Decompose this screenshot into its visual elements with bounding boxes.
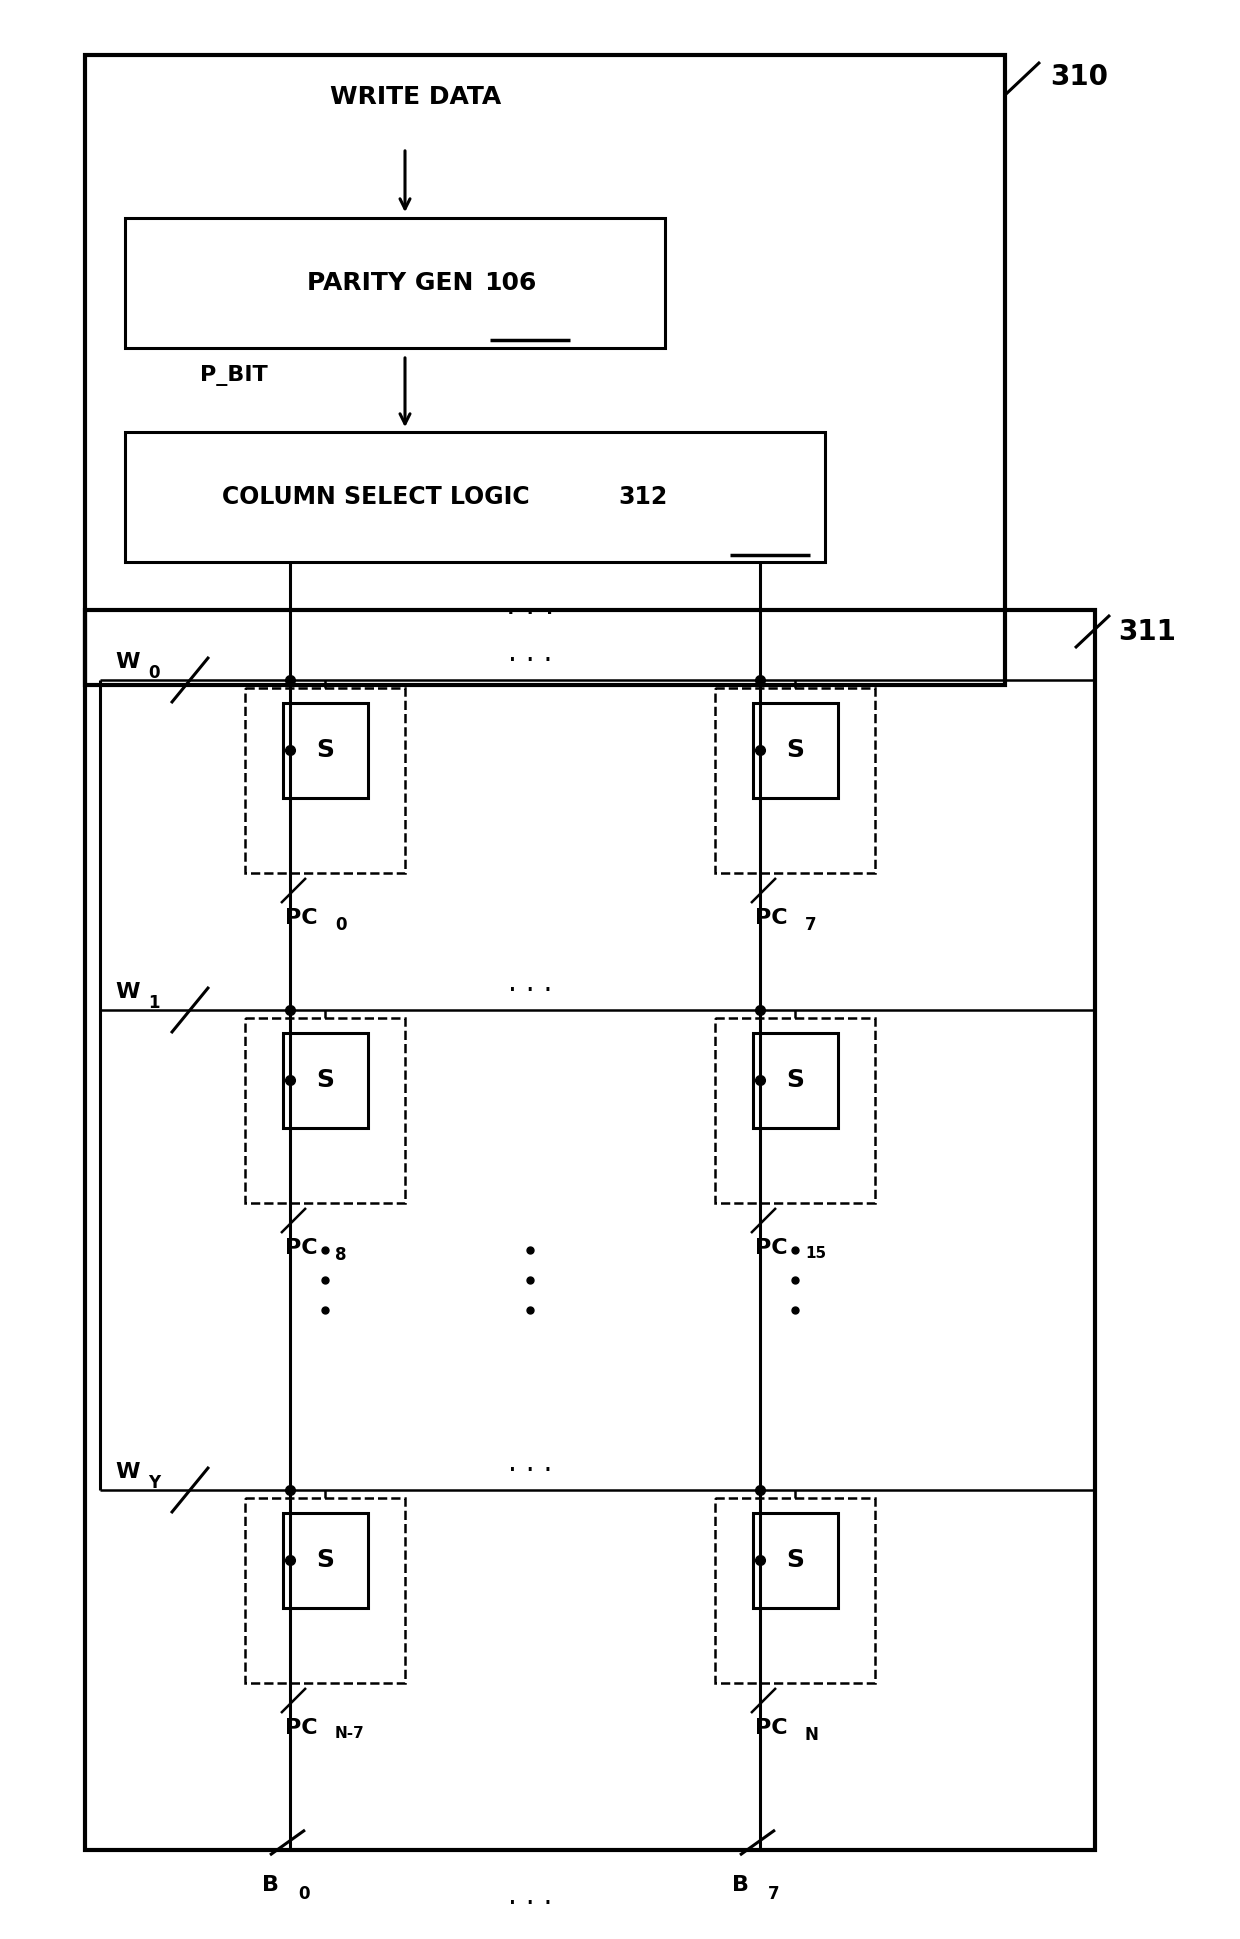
Text: B: B <box>732 1875 749 1894</box>
Text: · · ·: · · · <box>506 599 554 628</box>
Bar <box>283 704 368 799</box>
Text: W: W <box>115 652 139 673</box>
Text: · · ·: · · · <box>508 648 552 675</box>
Text: P_BIT: P_BIT <box>200 365 268 386</box>
Text: S: S <box>786 1068 804 1092</box>
Bar <box>125 432 825 562</box>
Bar <box>715 1499 875 1683</box>
Text: S: S <box>316 739 334 762</box>
Text: S: S <box>786 1547 804 1573</box>
Text: S: S <box>316 1068 334 1092</box>
Text: PC: PC <box>755 1237 787 1258</box>
Text: WRITE DATA: WRITE DATA <box>330 85 501 109</box>
Text: 0: 0 <box>335 915 346 935</box>
Text: W: W <box>115 1462 139 1481</box>
Text: 310: 310 <box>1050 62 1109 91</box>
Text: B: B <box>262 1875 279 1894</box>
Text: 311: 311 <box>1118 619 1176 646</box>
Text: 7: 7 <box>768 1885 780 1902</box>
Text: N: N <box>805 1726 818 1743</box>
Text: PC: PC <box>285 1718 317 1737</box>
Bar <box>125 217 665 347</box>
Text: S: S <box>786 739 804 762</box>
Bar <box>86 54 1004 684</box>
Text: · · ·: · · · <box>508 1456 552 1485</box>
Bar <box>753 1033 838 1128</box>
Text: Y: Y <box>148 1474 160 1491</box>
Bar <box>246 1499 405 1683</box>
Text: PC: PC <box>285 1237 317 1258</box>
Bar <box>715 1018 875 1202</box>
Text: 312: 312 <box>619 485 667 510</box>
Text: W: W <box>115 981 139 1002</box>
Bar <box>753 1512 838 1607</box>
Text: 0: 0 <box>148 663 160 683</box>
Text: · · ·: · · · <box>508 977 552 1004</box>
Text: PC: PC <box>285 907 317 929</box>
Text: PC: PC <box>755 1718 787 1737</box>
Bar <box>246 1018 405 1202</box>
Bar <box>283 1033 368 1128</box>
Bar <box>715 688 875 873</box>
Bar <box>283 1512 368 1607</box>
Bar <box>86 611 1095 1850</box>
Text: 0: 0 <box>298 1885 310 1902</box>
Text: S: S <box>316 1547 334 1573</box>
Text: 1: 1 <box>148 995 160 1012</box>
Text: PC: PC <box>755 907 787 929</box>
Bar <box>246 688 405 873</box>
Text: COLUMN SELECT LOGIC: COLUMN SELECT LOGIC <box>222 485 538 510</box>
Bar <box>753 704 838 799</box>
Text: 15: 15 <box>805 1247 826 1260</box>
Text: N-7: N-7 <box>335 1726 365 1741</box>
Text: PARITY GEN: PARITY GEN <box>308 271 482 295</box>
Text: 7: 7 <box>805 915 817 935</box>
Text: 106: 106 <box>484 271 536 295</box>
Text: 8: 8 <box>335 1247 346 1264</box>
Text: · · ·: · · · <box>508 1891 552 1918</box>
